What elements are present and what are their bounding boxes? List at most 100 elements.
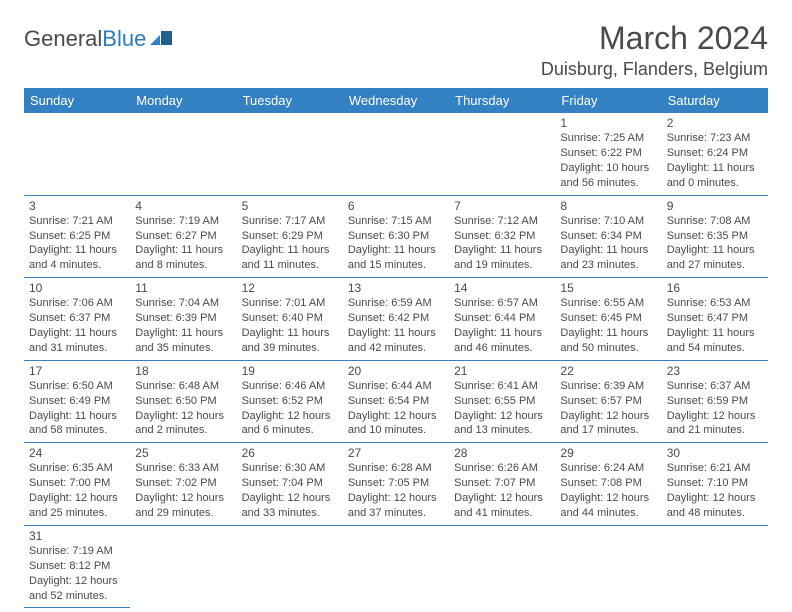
- sunset-line: Sunset: 8:12 PM: [29, 559, 125, 574]
- weekday-header: Sunday: [24, 88, 130, 113]
- daylight-line: Daylight: 12 hours and 52 minutes.: [29, 574, 125, 604]
- daylight-line: Daylight: 11 hours and 11 minutes.: [242, 243, 338, 273]
- daylight-line: Daylight: 11 hours and 27 minutes.: [667, 243, 763, 273]
- calendar-cell-empty: [662, 525, 768, 608]
- day-number: 7: [454, 198, 550, 214]
- daylight-line: Daylight: 11 hours and 39 minutes.: [242, 326, 338, 356]
- sunrise-line: Sunrise: 7:15 AM: [348, 214, 444, 229]
- calendar-cell: 15Sunrise: 6:55 AMSunset: 6:45 PMDayligh…: [555, 278, 661, 361]
- day-number: 4: [135, 198, 231, 214]
- day-number: 20: [348, 363, 444, 379]
- sunrise-line: Sunrise: 6:55 AM: [560, 296, 656, 311]
- sunset-line: Sunset: 6:42 PM: [348, 311, 444, 326]
- sunrise-line: Sunrise: 6:28 AM: [348, 461, 444, 476]
- day-number: 6: [348, 198, 444, 214]
- calendar-cell: 21Sunrise: 6:41 AMSunset: 6:55 PMDayligh…: [449, 360, 555, 443]
- calendar-table: SundayMondayTuesdayWednesdayThursdayFrid…: [24, 88, 768, 608]
- sunset-line: Sunset: 6:27 PM: [135, 229, 231, 244]
- sunset-line: Sunset: 6:22 PM: [560, 146, 656, 161]
- day-number: 15: [560, 280, 656, 296]
- location: Duisburg, Flanders, Belgium: [541, 59, 768, 80]
- sunrise-line: Sunrise: 7:08 AM: [667, 214, 763, 229]
- calendar-cell-empty: [449, 113, 555, 195]
- sunset-line: Sunset: 7:10 PM: [667, 476, 763, 491]
- calendar-cell: 26Sunrise: 6:30 AMSunset: 7:04 PMDayligh…: [237, 443, 343, 526]
- day-number: 21: [454, 363, 550, 379]
- calendar-cell: 8Sunrise: 7:10 AMSunset: 6:34 PMDaylight…: [555, 195, 661, 278]
- day-number: 13: [348, 280, 444, 296]
- daylight-line: Daylight: 11 hours and 15 minutes.: [348, 243, 444, 273]
- calendar-cell: 28Sunrise: 6:26 AMSunset: 7:07 PMDayligh…: [449, 443, 555, 526]
- sunrise-line: Sunrise: 6:57 AM: [454, 296, 550, 311]
- daylight-line: Daylight: 11 hours and 19 minutes.: [454, 243, 550, 273]
- sunrise-line: Sunrise: 7:01 AM: [242, 296, 338, 311]
- calendar-cell: 24Sunrise: 6:35 AMSunset: 7:00 PMDayligh…: [24, 443, 130, 526]
- calendar-cell: 14Sunrise: 6:57 AMSunset: 6:44 PMDayligh…: [449, 278, 555, 361]
- weekday-header: Tuesday: [237, 88, 343, 113]
- sunrise-line: Sunrise: 6:44 AM: [348, 379, 444, 394]
- calendar-cell: 27Sunrise: 6:28 AMSunset: 7:05 PMDayligh…: [343, 443, 449, 526]
- calendar-cell: 22Sunrise: 6:39 AMSunset: 6:57 PMDayligh…: [555, 360, 661, 443]
- daylight-line: Daylight: 12 hours and 41 minutes.: [454, 491, 550, 521]
- calendar-row: 1Sunrise: 7:25 AMSunset: 6:22 PMDaylight…: [24, 113, 768, 195]
- calendar-cell: 18Sunrise: 6:48 AMSunset: 6:50 PMDayligh…: [130, 360, 236, 443]
- logo-text: GeneralBlue: [24, 26, 146, 52]
- daylight-line: Daylight: 12 hours and 29 minutes.: [135, 491, 231, 521]
- sunset-line: Sunset: 6:57 PM: [560, 394, 656, 409]
- sunrise-line: Sunrise: 6:59 AM: [348, 296, 444, 311]
- sunset-line: Sunset: 6:47 PM: [667, 311, 763, 326]
- day-number: 9: [667, 198, 763, 214]
- calendar-cell-empty: [130, 525, 236, 608]
- calendar-cell: 7Sunrise: 7:12 AMSunset: 6:32 PMDaylight…: [449, 195, 555, 278]
- sunrise-line: Sunrise: 6:46 AM: [242, 379, 338, 394]
- calendar-cell-empty: [130, 113, 236, 195]
- calendar-cell-empty: [555, 525, 661, 608]
- daylight-line: Daylight: 12 hours and 2 minutes.: [135, 409, 231, 439]
- daylight-line: Daylight: 12 hours and 48 minutes.: [667, 491, 763, 521]
- sunset-line: Sunset: 7:00 PM: [29, 476, 125, 491]
- sunset-line: Sunset: 6:49 PM: [29, 394, 125, 409]
- calendar-cell: 2Sunrise: 7:23 AMSunset: 6:24 PMDaylight…: [662, 113, 768, 195]
- calendar-cell: 23Sunrise: 6:37 AMSunset: 6:59 PMDayligh…: [662, 360, 768, 443]
- daylight-line: Daylight: 12 hours and 25 minutes.: [29, 491, 125, 521]
- calendar-cell: 1Sunrise: 7:25 AMSunset: 6:22 PMDaylight…: [555, 113, 661, 195]
- logo-icon: [150, 29, 174, 49]
- calendar-cell: 4Sunrise: 7:19 AMSunset: 6:27 PMDaylight…: [130, 195, 236, 278]
- sunset-line: Sunset: 7:05 PM: [348, 476, 444, 491]
- daylight-line: Daylight: 11 hours and 4 minutes.: [29, 243, 125, 273]
- month-title: March 2024: [541, 20, 768, 57]
- calendar-cell: 29Sunrise: 6:24 AMSunset: 7:08 PMDayligh…: [555, 443, 661, 526]
- sunset-line: Sunset: 6:30 PM: [348, 229, 444, 244]
- daylight-line: Daylight: 12 hours and 44 minutes.: [560, 491, 656, 521]
- daylight-line: Daylight: 12 hours and 21 minutes.: [667, 409, 763, 439]
- day-number: 12: [242, 280, 338, 296]
- daylight-line: Daylight: 12 hours and 33 minutes.: [242, 491, 338, 521]
- calendar-row: 17Sunrise: 6:50 AMSunset: 6:49 PMDayligh…: [24, 360, 768, 443]
- calendar-cell: 5Sunrise: 7:17 AMSunset: 6:29 PMDaylight…: [237, 195, 343, 278]
- daylight-line: Daylight: 11 hours and 23 minutes.: [560, 243, 656, 273]
- sunrise-line: Sunrise: 7:06 AM: [29, 296, 125, 311]
- calendar-row: 24Sunrise: 6:35 AMSunset: 7:00 PMDayligh…: [24, 443, 768, 526]
- daylight-line: Daylight: 11 hours and 42 minutes.: [348, 326, 444, 356]
- title-block: March 2024 Duisburg, Flanders, Belgium: [541, 20, 768, 80]
- day-number: 26: [242, 445, 338, 461]
- sunset-line: Sunset: 6:55 PM: [454, 394, 550, 409]
- calendar-cell: 12Sunrise: 7:01 AMSunset: 6:40 PMDayligh…: [237, 278, 343, 361]
- calendar-cell: 20Sunrise: 6:44 AMSunset: 6:54 PMDayligh…: [343, 360, 449, 443]
- calendar-cell: 3Sunrise: 7:21 AMSunset: 6:25 PMDaylight…: [24, 195, 130, 278]
- sunset-line: Sunset: 6:50 PM: [135, 394, 231, 409]
- calendar-cell: 19Sunrise: 6:46 AMSunset: 6:52 PMDayligh…: [237, 360, 343, 443]
- sunrise-line: Sunrise: 7:21 AM: [29, 214, 125, 229]
- calendar-body: 1Sunrise: 7:25 AMSunset: 6:22 PMDaylight…: [24, 113, 768, 608]
- sunset-line: Sunset: 6:29 PM: [242, 229, 338, 244]
- daylight-line: Daylight: 12 hours and 10 minutes.: [348, 409, 444, 439]
- daylight-line: Daylight: 11 hours and 46 minutes.: [454, 326, 550, 356]
- daylight-line: Daylight: 10 hours and 56 minutes.: [560, 161, 656, 191]
- sunrise-line: Sunrise: 7:19 AM: [135, 214, 231, 229]
- weekday-header: Monday: [130, 88, 236, 113]
- day-number: 11: [135, 280, 231, 296]
- sunset-line: Sunset: 6:32 PM: [454, 229, 550, 244]
- daylight-line: Daylight: 12 hours and 37 minutes.: [348, 491, 444, 521]
- day-number: 8: [560, 198, 656, 214]
- calendar-row: 31Sunrise: 7:19 AMSunset: 8:12 PMDayligh…: [24, 525, 768, 608]
